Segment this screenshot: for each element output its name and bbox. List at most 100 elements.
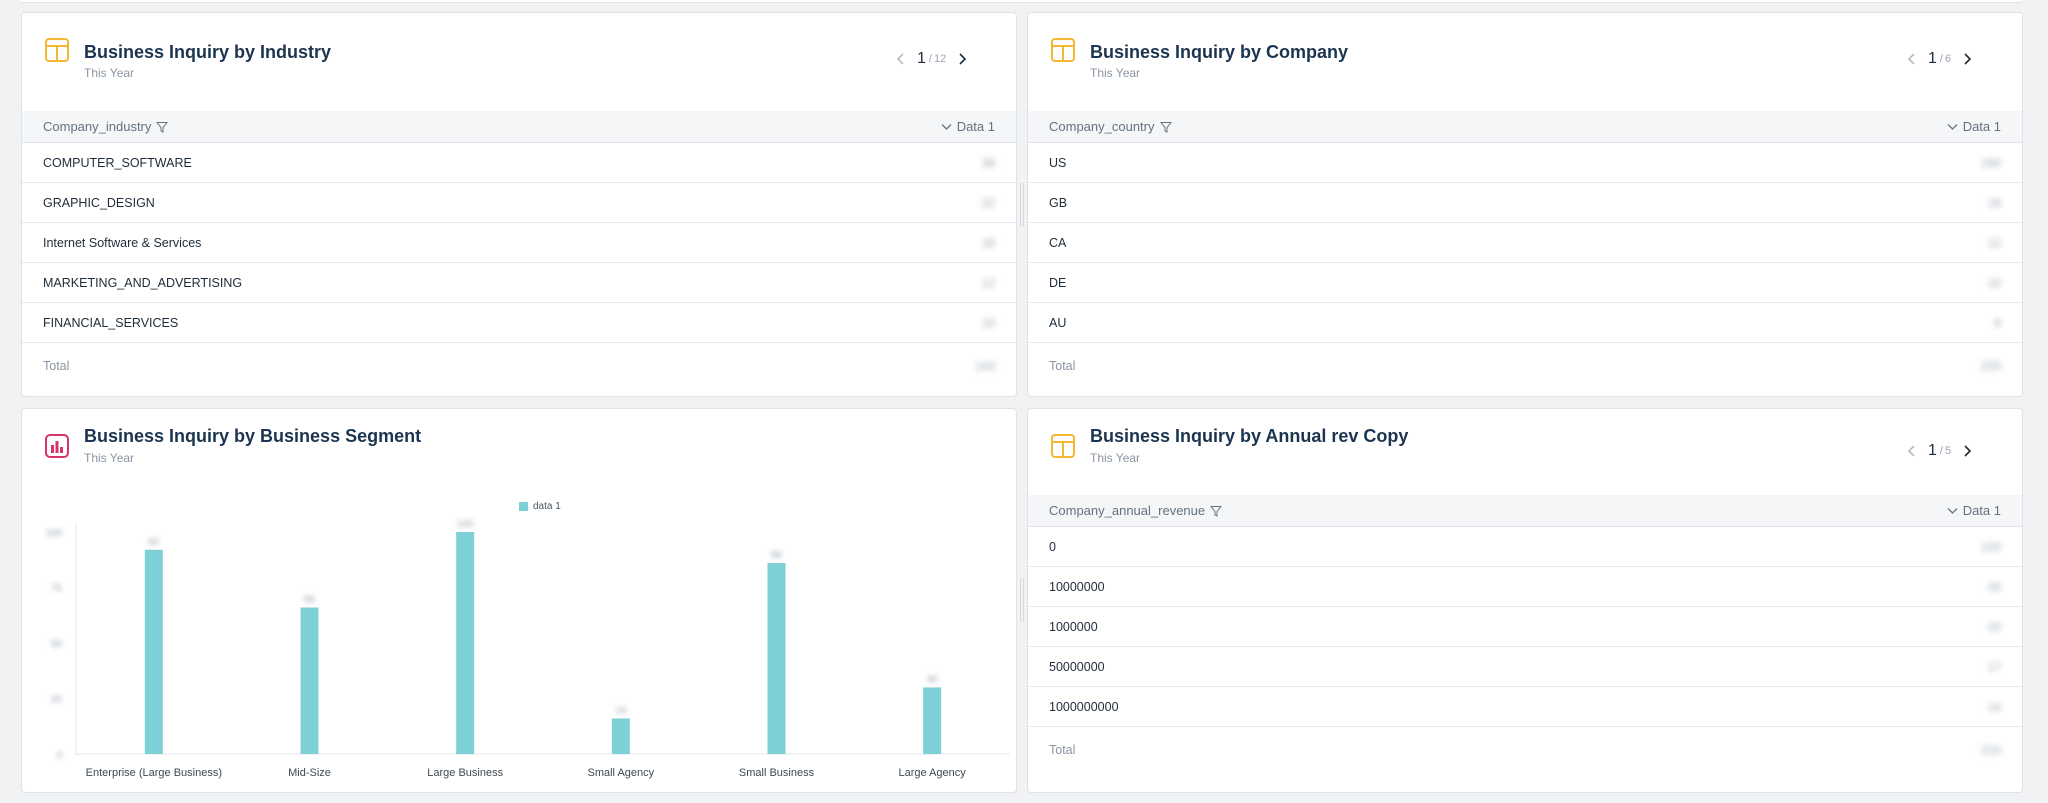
row-label: FINANCIAL_SERVICES: [22, 302, 763, 343]
page-separator: /: [1939, 445, 1943, 457]
bar[interactable]: [767, 563, 786, 754]
segment-chart-card: Business Inquiry by Business Segment Thi…: [21, 408, 1017, 793]
card-subtitle: This Year: [1090, 451, 1141, 465]
chart-legend[interactable]: data 1: [519, 501, 561, 512]
total-value: 143: [974, 359, 995, 373]
sort-desc-icon[interactable]: [1947, 507, 1958, 515]
prev-page-button[interactable]: [1902, 441, 1922, 461]
column-resize-handle[interactable]: [1020, 578, 1024, 622]
card-header: Business Inquiry by Industry This Year 1…: [22, 13, 1016, 83]
y-tick-label: 100: [45, 528, 62, 539]
prev-page-button[interactable]: [891, 49, 911, 69]
row-value: 12: [981, 275, 995, 290]
total-label: Total: [1049, 743, 1076, 757]
table-row[interactable]: GRAPHIC_DESIGN 22: [22, 182, 1016, 223]
revenue-card: Business Inquiry by Annual rev Copy This…: [1027, 408, 2023, 793]
row-value: 120: [1980, 539, 2001, 554]
column-label: Data 1: [1962, 503, 2001, 519]
row-label: 50000000: [1028, 646, 1745, 687]
total-pages: 12: [933, 53, 947, 65]
x-tick-label: Enterprise (Large Business): [86, 767, 222, 779]
table-row[interactable]: 1000000 20: [1028, 606, 2022, 647]
sort-desc-icon[interactable]: [1947, 123, 1958, 131]
row-value: 8: [1994, 315, 2001, 330]
column-header[interactable]: Company_country: [1028, 111, 1680, 143]
next-page-button[interactable]: [1957, 441, 1977, 461]
table-icon: [1051, 434, 1075, 458]
table-icon: [45, 38, 69, 62]
next-page-button[interactable]: [952, 49, 972, 69]
row-label: AU: [1028, 302, 1680, 343]
bar[interactable]: [300, 607, 319, 754]
table-row[interactable]: DE 10: [1028, 262, 2022, 303]
x-tick-label: Large Agency: [899, 767, 967, 779]
pager: 1 / 12: [891, 49, 972, 69]
bar[interactable]: [923, 687, 942, 754]
bar[interactable]: [456, 532, 475, 754]
card-title: Business Inquiry by Business Segment: [84, 426, 422, 446]
table-row[interactable]: MARKETING_AND_ADVERTISING 12: [22, 262, 1016, 303]
bar-data-label: 100: [457, 519, 474, 530]
company-card: Business Inquiry by Company This Year 1 …: [1027, 12, 2023, 397]
table-row[interactable]: 1000000000 14: [1028, 686, 2022, 727]
bar-data-label: 92: [148, 537, 160, 548]
filter-icon[interactable]: [156, 121, 169, 133]
filter-icon[interactable]: [1210, 505, 1223, 517]
row-label: 1000000: [1028, 606, 1745, 647]
table-row[interactable]: Internet Software & Services 16: [22, 222, 1016, 263]
x-tick-label: Small Agency: [588, 767, 655, 779]
top-strip: [21, 0, 2022, 3]
card-title: Business Inquiry by Annual rev Copy: [1090, 426, 1409, 446]
card-subtitle: This Year: [84, 451, 135, 465]
card-title: Business Inquiry by Industry: [84, 42, 332, 62]
legend-swatch: [519, 502, 528, 511]
table-row[interactable]: US 160: [1028, 142, 2022, 183]
bar[interactable]: [611, 718, 630, 754]
row-label: MARKETING_AND_ADVERTISING: [22, 262, 763, 303]
column-header[interactable]: Data 1: [1679, 111, 2022, 143]
column-header[interactable]: Company_industry: [22, 111, 763, 143]
column-label: Data 1: [956, 119, 995, 135]
current-page: 1: [1928, 50, 1937, 67]
y-tick-label: 75: [51, 584, 63, 595]
column-label: Company_country: [1049, 119, 1155, 134]
chevron-left-icon: [1907, 445, 1915, 457]
table-row[interactable]: CA 12: [1028, 222, 2022, 263]
total-value: 210: [1980, 743, 2001, 757]
column-header[interactable]: Data 1: [762, 111, 1016, 143]
table-row[interactable]: AU 8: [1028, 302, 2022, 343]
total-row: Total 143: [22, 343, 1016, 390]
next-page-button[interactable]: [1957, 49, 1977, 69]
row-label: US: [1028, 142, 1680, 183]
row-label: 10000000: [1028, 566, 1745, 607]
row-value: 20: [1987, 619, 2001, 634]
row-label: DE: [1028, 262, 1680, 303]
row-value: 160: [1980, 155, 2001, 170]
column-label: Company_industry: [43, 119, 152, 134]
table-row[interactable]: GB 18: [1028, 182, 2022, 223]
pager: 1 / 6: [1902, 49, 1977, 69]
table-row[interactable]: FINANCIAL_SERVICES 10: [22, 302, 1016, 343]
sort-desc-icon[interactable]: [941, 123, 952, 131]
bar[interactable]: [144, 549, 163, 754]
table-row[interactable]: 50000000 17: [1028, 646, 2022, 687]
filter-icon[interactable]: [1159, 121, 1172, 133]
current-page: 1: [917, 50, 926, 67]
column-header[interactable]: Data 1: [1744, 495, 2022, 527]
chevron-left-icon: [896, 53, 904, 65]
card-header: Business Inquiry by Business Segment Thi…: [22, 409, 1016, 479]
chevron-right-icon: [1964, 445, 1972, 457]
table-row[interactable]: COMPUTER_SOFTWARE 38: [22, 142, 1016, 183]
data-table: Company_country Data 1 US 160 GB 18 CA 12 D…: [1028, 111, 2022, 389]
row-value: 14: [1987, 699, 2001, 714]
x-tick-label: Large Business: [427, 767, 503, 779]
table-row[interactable]: 10000000 26: [1028, 566, 2022, 607]
x-tick-label: Mid-Size: [288, 767, 331, 779]
total-label: Total: [1049, 359, 1076, 373]
column-label: Company_annual_revenue: [1049, 503, 1206, 518]
table-row[interactable]: 0 120: [1028, 526, 2022, 567]
prev-page-button[interactable]: [1902, 49, 1922, 69]
row-value: 18: [1987, 195, 2001, 210]
column-header[interactable]: Company_annual_revenue: [1028, 495, 1745, 527]
column-resize-handle[interactable]: [1020, 183, 1024, 227]
